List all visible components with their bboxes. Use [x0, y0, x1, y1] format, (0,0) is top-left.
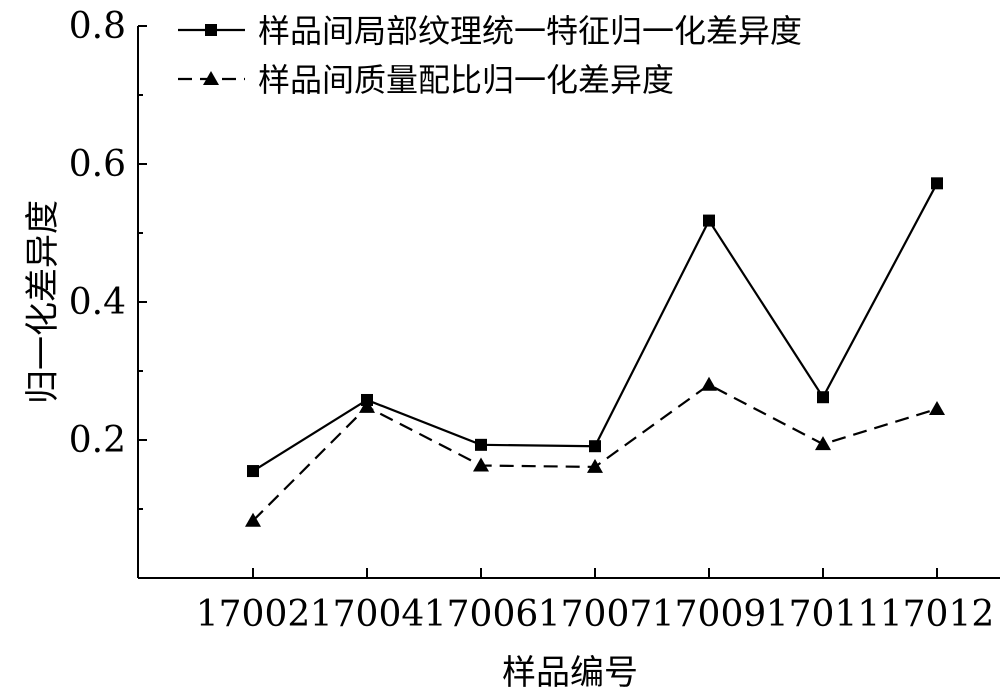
x-tick-label: 17012 [880, 594, 995, 635]
series-layer [245, 177, 945, 527]
x-tick-label: 17009 [652, 594, 767, 635]
square-marker [475, 438, 487, 451]
series-line [252, 383, 938, 522]
legend-item: 样品间局部纹理统一特征归一化差异度 [178, 12, 802, 50]
triangle-marker [359, 398, 375, 413]
y-tick-label: 0.4 [69, 282, 126, 323]
x-tick-label: 17007 [538, 594, 653, 635]
triangle-marker [587, 458, 603, 473]
triangle-marker [473, 457, 489, 472]
triangle-marker [203, 71, 219, 85]
square-marker [247, 465, 259, 478]
legend-label: 样品间质量配比归一化差异度 [258, 61, 674, 99]
x-axis-label: 样品编号 [502, 653, 638, 693]
x-tick-label: 17004 [310, 594, 425, 635]
series-2 [245, 376, 945, 527]
x-tick-label: 17011 [766, 594, 881, 635]
square-marker [589, 440, 601, 453]
square-marker [931, 177, 943, 190]
x-tick-label: 17006 [424, 594, 539, 635]
y-tick-label: 0.2 [69, 420, 126, 461]
y-tick-label: 0.6 [69, 144, 126, 185]
square-marker [205, 24, 217, 36]
square-marker [703, 214, 715, 227]
triangle-marker [929, 400, 945, 415]
square-marker [817, 391, 829, 404]
y-tick-label: 0.8 [69, 6, 126, 47]
series-1 [247, 177, 943, 478]
x-tick-label: 17002 [196, 594, 311, 635]
legend-item: 样品间质量配比归一化差异度 [178, 61, 674, 99]
triangle-marker [815, 436, 831, 451]
y-axis-label: 归一化差异度 [23, 200, 63, 404]
legend-label: 样品间局部纹理统一特征归一化差异度 [258, 12, 802, 50]
triangle-marker [701, 376, 717, 391]
series-line [252, 182, 938, 472]
triangle-marker [245, 512, 261, 527]
